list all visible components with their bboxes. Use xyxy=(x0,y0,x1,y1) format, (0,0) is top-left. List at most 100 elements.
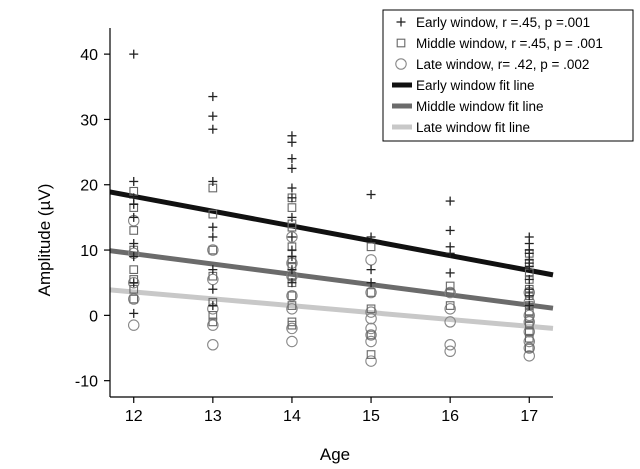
legend-marker-1 xyxy=(396,38,406,48)
point-s0-1 xyxy=(129,176,139,186)
point-s1-29 xyxy=(366,288,376,297)
point-s1-45 xyxy=(524,320,534,330)
point-s1-44 xyxy=(524,314,534,323)
data-points xyxy=(127,49,536,367)
point-s0-6 xyxy=(129,252,139,262)
point-s0-17 xyxy=(208,301,218,311)
point-s1-31 xyxy=(366,330,376,340)
point-s1-27 xyxy=(287,320,297,330)
point-s0-19 xyxy=(287,137,297,147)
point-s2-29 xyxy=(444,345,456,358)
point-s1-25 xyxy=(287,301,297,310)
fit-line-0 xyxy=(109,189,554,278)
point-s1-16 xyxy=(287,203,297,212)
point-s0-32 xyxy=(366,265,376,275)
point-s0-29 xyxy=(287,278,297,288)
y-tick-label-3: 20 xyxy=(80,178,98,195)
fit-lines xyxy=(109,189,554,331)
point-s0-21 xyxy=(287,163,297,173)
point-s2-23 xyxy=(365,335,377,348)
point-s0-48 xyxy=(524,291,534,301)
point-s0-7 xyxy=(129,278,139,288)
point-s2-16 xyxy=(286,335,298,348)
point-s0-24 xyxy=(287,212,297,222)
point-s1-10 xyxy=(208,245,218,255)
point-s1-13 xyxy=(208,311,218,320)
point-s2-27 xyxy=(444,316,456,328)
point-s2-17 xyxy=(365,254,377,266)
point-s2-34 xyxy=(523,325,536,338)
point-s1-14 xyxy=(208,317,218,327)
x-tick-label-0: 12 xyxy=(125,408,143,425)
point-s2-22 xyxy=(365,329,377,341)
point-s1-30 xyxy=(366,304,376,314)
point-s1-7 xyxy=(129,294,139,304)
x-axis-label: Age xyxy=(320,445,350,464)
point-s0-11 xyxy=(208,124,218,134)
point-s0-33 xyxy=(366,278,376,288)
x-tick-label-2: 14 xyxy=(283,408,301,425)
point-s2-2 xyxy=(127,276,140,289)
legend-marker-2 xyxy=(395,58,407,70)
y-tick-label-0: -10 xyxy=(75,374,98,391)
legend-fit-label-1: Middle window fit line xyxy=(416,99,544,114)
point-s1-35 xyxy=(445,301,455,310)
point-s0-5 xyxy=(129,239,139,249)
point-s2-18 xyxy=(365,286,377,299)
point-s0-10 xyxy=(208,111,218,121)
x-tick-label-4: 16 xyxy=(441,408,459,425)
fit-line-1 xyxy=(109,248,554,311)
point-s2-26 xyxy=(444,303,456,315)
point-s2-14 xyxy=(286,303,298,315)
y-tick-label-2: 10 xyxy=(80,243,98,260)
point-s1-33 xyxy=(445,281,455,291)
point-s2-4 xyxy=(127,319,140,331)
point-s2-33 xyxy=(523,316,536,328)
point-s1-34 xyxy=(445,288,455,297)
legend-label-1: Middle window, r =.45, p = .001 xyxy=(416,36,603,51)
point-s2-21 xyxy=(365,322,377,335)
point-s0-27 xyxy=(287,252,297,262)
point-s0-3 xyxy=(129,199,139,209)
point-s2-32 xyxy=(523,309,536,322)
point-s1-9 xyxy=(208,209,218,219)
point-s2-13 xyxy=(286,290,298,302)
point-s2-8 xyxy=(207,319,219,331)
point-s0-22 xyxy=(287,183,297,193)
point-s0-4 xyxy=(129,212,139,222)
legend: Early window, r =.45, p =.001 Middle wind… xyxy=(382,9,634,142)
point-s0-35 xyxy=(445,225,455,235)
point-s2-9 xyxy=(207,339,219,351)
point-s0-20 xyxy=(287,154,297,164)
y-tick-label-4: 30 xyxy=(80,112,98,129)
point-s0-46 xyxy=(524,274,534,284)
point-s0-8 xyxy=(129,308,139,318)
point-s0-34 xyxy=(445,196,455,206)
point-s2-36 xyxy=(523,342,536,354)
point-s2-15 xyxy=(286,322,298,335)
point-s2-5 xyxy=(207,244,219,256)
fit-line-2 xyxy=(109,287,554,331)
x-tick-label-5: 17 xyxy=(520,408,538,425)
point-s2-10 xyxy=(286,231,298,243)
point-s2-37 xyxy=(523,350,536,362)
point-s0-16 xyxy=(208,284,218,294)
legend-marker-0 xyxy=(396,17,406,27)
point-s0-0 xyxy=(129,49,139,59)
legend-label-2: Late window, r= .42, p = .002 xyxy=(416,57,589,72)
y-axis-label: Amplitude (µV) xyxy=(35,184,54,297)
point-s0-23 xyxy=(287,193,297,203)
point-s2-3 xyxy=(127,293,140,305)
point-s1-4 xyxy=(129,265,139,274)
point-s2-19 xyxy=(365,306,377,318)
y-tick-label-5: 40 xyxy=(80,47,98,64)
point-s0-38 xyxy=(445,268,455,278)
point-s0-30 xyxy=(366,190,376,200)
point-s1-2 xyxy=(129,226,139,235)
point-s1-24 xyxy=(287,291,297,301)
point-s0-37 xyxy=(445,248,455,258)
point-s1-32 xyxy=(366,350,376,359)
point-s0-45 xyxy=(524,261,534,271)
point-s1-46 xyxy=(524,327,534,337)
